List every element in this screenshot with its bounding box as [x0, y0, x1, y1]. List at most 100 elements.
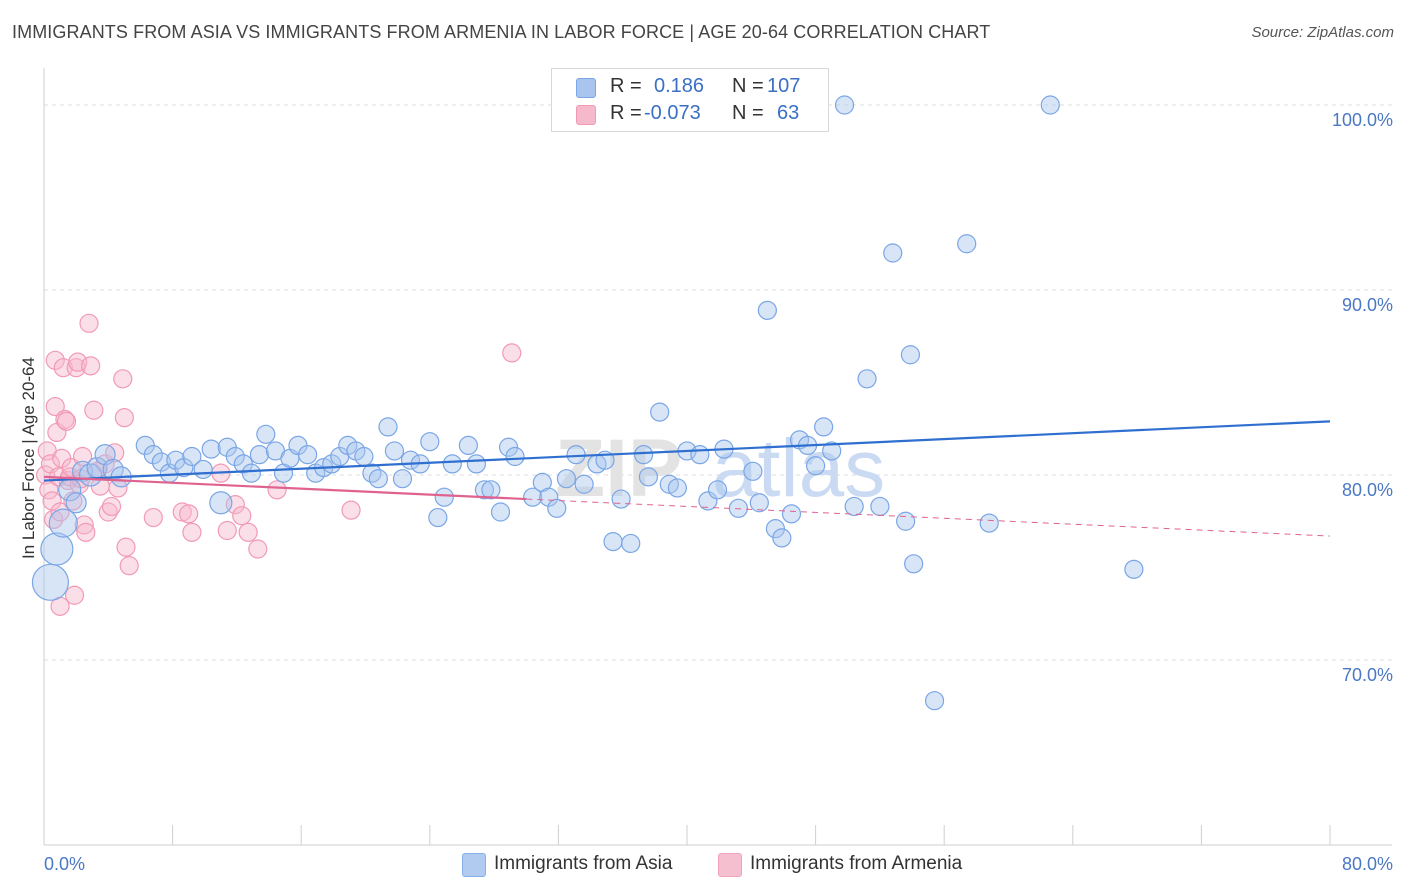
- legend-r-label: R =: [610, 75, 642, 97]
- y-tick-label-3: 70.0%: [1342, 665, 1393, 685]
- asia-point-59: [539, 487, 559, 507]
- armenia-point-52: [267, 480, 287, 500]
- armenia-point-48: [225, 495, 245, 515]
- asia-point-68: [621, 533, 641, 554]
- asia-point-89: [814, 417, 834, 437]
- asia-point-2: [48, 508, 78, 538]
- armenia-point-51: [248, 539, 268, 559]
- trend-lines: [43, 420, 1331, 537]
- armenia-point-22: [68, 352, 88, 372]
- asia-point-42: [384, 441, 405, 461]
- asia-point-40: [368, 469, 388, 489]
- y-tick-label-2: 80.0%: [1342, 480, 1393, 500]
- armenia-point-47: [217, 520, 237, 541]
- asia-point-79: [728, 498, 749, 518]
- asia-point-80: [743, 461, 763, 481]
- asia-point-57: [523, 487, 543, 507]
- armenia-trend-line-dashed: [526, 498, 1331, 537]
- asia-point-98: [904, 554, 924, 574]
- asia-point-92: [844, 496, 864, 517]
- asia-point-84: [772, 528, 792, 548]
- asia-point-15: [166, 450, 186, 470]
- legend-n-label: N =: [732, 102, 764, 124]
- asia-point-55: [498, 437, 519, 457]
- y-tick-label-0: 100.0%: [1332, 110, 1393, 130]
- asia-point-93: [857, 369, 877, 389]
- bottom-legend-swatch-asia: [462, 853, 486, 877]
- watermark-zip: ZIP: [555, 423, 683, 514]
- asia-point-75: [690, 445, 710, 465]
- y-axis-label: In Labor Force | Age 20-64: [19, 357, 38, 559]
- asia-point-60: [547, 498, 567, 518]
- asia-point-0: [31, 563, 70, 601]
- asia-point-48: [434, 487, 454, 507]
- y-tick-label-1: 90.0%: [1342, 295, 1393, 315]
- asia-point-26: [256, 424, 276, 444]
- asia-point-88: [805, 456, 826, 476]
- asia-point-73: [667, 478, 687, 498]
- asia-point-103: [1124, 559, 1144, 579]
- asia-point-102: [1040, 95, 1060, 115]
- asia-point-63: [574, 474, 594, 494]
- bottom-legend-swatch-armenia: [718, 853, 742, 877]
- asia-point-49: [442, 454, 462, 474]
- armenia-point-35: [101, 496, 122, 517]
- asia-point-70: [638, 467, 659, 487]
- asia-point-97: [900, 345, 921, 365]
- asia-point-62: [566, 445, 586, 465]
- armenia-point-40: [116, 537, 136, 557]
- armenia-point-45: [182, 522, 202, 542]
- asia-point-1: [40, 532, 74, 566]
- armenia-point-44: [179, 504, 199, 524]
- series-asia-points: [31, 95, 1144, 711]
- asia-point-76: [698, 491, 718, 511]
- asia-point-24: [241, 463, 261, 483]
- asia-point-46: [420, 432, 440, 452]
- armenia-point-28: [79, 313, 99, 333]
- armenia-point-15: [56, 411, 77, 431]
- asia-point-66: [603, 531, 623, 552]
- legend-swatch-armenia: [576, 105, 596, 125]
- armenia-point-30: [84, 400, 104, 420]
- asia-point-83: [765, 519, 786, 539]
- asia-point-31: [298, 445, 318, 465]
- asia-point-101: [979, 513, 999, 533]
- armenia-point-53: [341, 500, 361, 520]
- armenia-point-41: [119, 556, 139, 576]
- legend-n-label: N =: [732, 75, 764, 97]
- asia-point-54: [490, 502, 511, 522]
- armenia-point-43: [172, 502, 192, 522]
- legend-r-value: -0.073: [644, 102, 701, 124]
- asia-point-69: [633, 445, 654, 465]
- armenia-trend-line-solid: [43, 475, 527, 501]
- armenia-point-10: [50, 502, 70, 522]
- x-tick-label-0: 0.0%: [44, 854, 85, 874]
- asia-point-4: [65, 492, 87, 514]
- asia-point-71: [650, 402, 670, 422]
- asia-point-38: [354, 446, 374, 467]
- armenia-point-6: [45, 396, 65, 417]
- armenia-point-39: [114, 408, 134, 428]
- armenia-point-49: [232, 506, 252, 526]
- asia-point-96: [896, 511, 916, 531]
- gridlines: [44, 104, 1392, 661]
- armenia-point-4: [42, 491, 62, 511]
- armenia-point-27: [76, 522, 96, 542]
- legend-n-value: 63: [777, 102, 800, 124]
- asia-point-43: [392, 469, 413, 489]
- asia-point-61: [556, 469, 577, 489]
- asia-point-85: [781, 504, 802, 524]
- armenia-point-34: [98, 502, 118, 522]
- armenia-point-54: [502, 343, 522, 363]
- legend-row-asia: R = 0.186 N = 107: [552, 75, 828, 101]
- armenia-point-38: [113, 369, 133, 389]
- armenia-point-26: [74, 515, 94, 535]
- asia-point-77: [707, 480, 728, 500]
- armenia-point-29: [81, 356, 101, 376]
- asia-point-13: [151, 452, 171, 472]
- asia-point-41: [378, 417, 398, 437]
- asia-point-94: [870, 496, 890, 517]
- asia-point-90: [822, 441, 842, 461]
- asia-point-22: [225, 446, 245, 467]
